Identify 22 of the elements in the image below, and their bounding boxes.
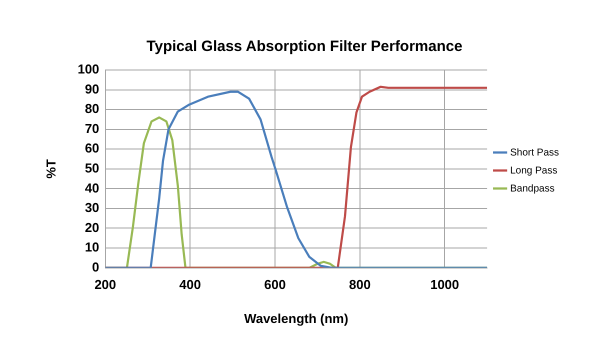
y-axis-title: %T [43,159,58,179]
y-tick-label: 50 [84,160,100,176]
y-tick-label: 40 [84,180,100,196]
y-tick-label: 80 [84,101,100,116]
legend-label: Bandpass [510,183,555,194]
x-tick-label: 400 [179,277,201,292]
y-tick-label: 100 [78,62,100,77]
legend-label: Short Pass [510,147,560,158]
x-axis-title: Wavelength (nm) [244,310,348,326]
y-tick-label: 90 [84,81,100,96]
y-tick-label: 30 [84,200,100,216]
legend-label: Long Pass [510,165,558,176]
y-tick-label: 60 [84,140,100,156]
chart-title: Typical Glass Absorption Filter Performance [146,38,462,56]
y-tick-label: 10 [84,240,100,255]
y-tick-label: 20 [84,220,100,235]
y-tick-label: 70 [84,120,100,136]
x-tick-label: 600 [264,277,286,292]
x-tick-label: 1000 [430,277,460,292]
x-tick-label: 800 [348,277,371,292]
x-tick-label: 200 [94,277,116,292]
y-tick-label: 0 [92,259,100,274]
